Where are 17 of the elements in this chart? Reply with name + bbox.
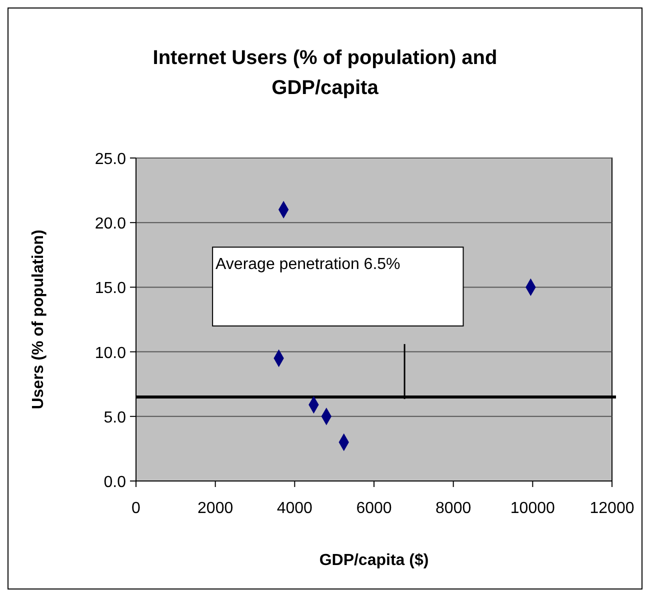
- y-axis-title: Users (% of population): [30, 230, 47, 410]
- x-tick-label: 8000: [436, 500, 472, 517]
- ref-line-label: Average penetration 6.5%: [216, 256, 400, 274]
- x-tick-label: 12000: [590, 500, 634, 517]
- x-tick-label: 6000: [356, 500, 392, 517]
- y-tick-label: 25.0: [94, 151, 126, 168]
- y-tick-label: 0.0: [104, 474, 126, 491]
- x-tick-label: 2000: [198, 500, 234, 517]
- y-tick-label: 20.0: [94, 216, 126, 233]
- y-tick-label: 10.0: [94, 344, 126, 362]
- x-tick-label: 4000: [276, 500, 313, 517]
- x-axis-title: GDP/capita ($): [319, 552, 429, 569]
- y-tick-label: 5.0: [104, 409, 126, 426]
- chart-title: Internet Users (% of population) and GDP/capita: [152, 47, 498, 99]
- y-tick-label: 15.0: [94, 280, 126, 298]
- x-tick-label: 10000: [510, 500, 556, 517]
- x-tick-label: 0: [132, 500, 141, 517]
